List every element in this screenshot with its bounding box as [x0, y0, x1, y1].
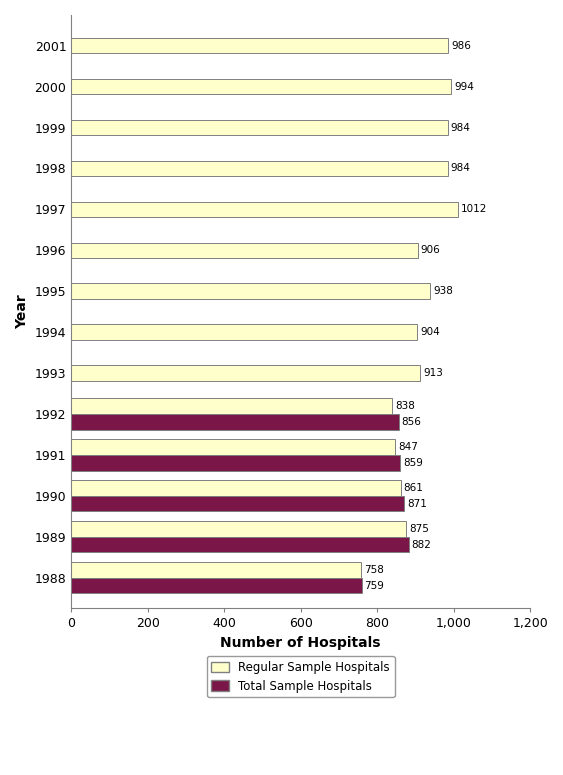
Bar	[72, 439, 395, 455]
X-axis label: Number of Hospitals: Number of Hospitals	[221, 636, 381, 650]
Bar	[72, 398, 392, 414]
Legend: Regular Sample Hospitals, Total Sample Hospitals: Regular Sample Hospitals, Total Sample H…	[207, 656, 395, 698]
Text: 847: 847	[398, 443, 418, 452]
Bar	[72, 522, 406, 537]
Bar	[72, 284, 430, 299]
Bar	[72, 562, 361, 577]
Text: 759: 759	[365, 580, 385, 591]
Bar	[72, 537, 409, 553]
Y-axis label: Year: Year	[15, 294, 29, 329]
Text: 882: 882	[412, 539, 431, 549]
Bar	[72, 577, 361, 594]
Text: 984: 984	[450, 122, 471, 133]
Bar	[72, 38, 448, 53]
Text: 758: 758	[364, 565, 384, 575]
Bar	[72, 496, 404, 512]
Bar	[72, 365, 421, 381]
Bar	[72, 202, 458, 217]
Text: 861: 861	[404, 483, 423, 493]
Text: 986: 986	[452, 41, 471, 50]
Text: 859: 859	[403, 458, 423, 468]
Text: 856: 856	[401, 417, 422, 427]
Bar	[72, 160, 448, 176]
Bar	[72, 455, 400, 470]
Text: 871: 871	[408, 498, 427, 508]
Text: 938: 938	[433, 286, 453, 296]
Bar	[72, 243, 418, 258]
Text: 838: 838	[395, 401, 414, 412]
Text: 913: 913	[423, 368, 443, 378]
Bar	[72, 325, 417, 340]
Bar	[72, 79, 452, 95]
Text: 1012: 1012	[461, 205, 488, 215]
Bar	[72, 414, 399, 429]
Text: 984: 984	[450, 164, 471, 174]
Bar	[72, 480, 400, 496]
Bar	[72, 120, 448, 136]
Text: 875: 875	[409, 524, 429, 534]
Text: 994: 994	[454, 81, 474, 91]
Text: 906: 906	[421, 246, 440, 255]
Text: 904: 904	[420, 327, 440, 337]
